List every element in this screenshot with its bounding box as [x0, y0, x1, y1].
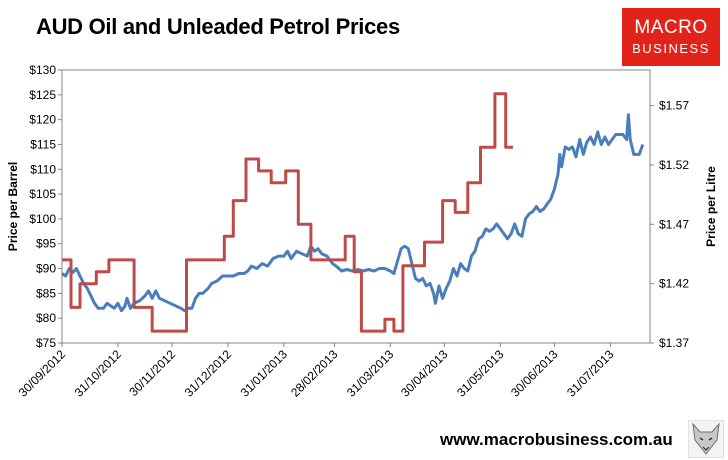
x-tick-label: 30/04/2013: [398, 347, 451, 400]
logo-line-1: MACRO: [634, 17, 708, 38]
x-tick-label: 31/05/2013: [454, 347, 507, 400]
chart-title: AUD Oil and Unleaded Petrol Prices: [36, 14, 400, 39]
x-tick-label: 31/12/2012: [182, 347, 235, 400]
y-tick-label: $95: [36, 237, 56, 251]
y-tick-label: $105: [29, 187, 56, 201]
y-tick-label: $125: [29, 88, 56, 102]
chart-axes: [58, 69, 654, 347]
macro-business-logo: MACRO BUSINESS: [622, 8, 720, 66]
x-tick-label: 31/07/2013: [564, 347, 617, 400]
petrol-price-line: [62, 92, 513, 333]
y2-tick-label: $1.52: [659, 158, 689, 172]
x-tick-label: 31/10/2012: [72, 347, 125, 400]
y2-axis-title: Price per Litre: [704, 166, 718, 247]
y-tick-label: $80: [36, 311, 56, 325]
y2-tick-label: $1.57: [659, 99, 689, 113]
logo-line-2: BUSINESS: [632, 41, 710, 56]
y-tick-label: $110: [30, 162, 56, 176]
y2-tick-label: $1.42: [659, 277, 689, 291]
x-tick-label: 31/03/2013: [344, 347, 397, 400]
y-tick-label: $85: [36, 286, 56, 300]
y-tick-label: $130: [29, 63, 56, 77]
y-tick-label: $100: [29, 212, 56, 226]
wolf-mascot-icon: [688, 420, 724, 458]
x-tick-label: 28/02/2013: [288, 347, 341, 400]
chart-labels: $75 $80 $85 $90 $95 $100 $105 $110 $115 $120 $125 $…: [6, 63, 718, 400]
y-tick-label: $120: [29, 113, 56, 127]
y-tick-label: $75: [36, 336, 56, 350]
y2-tick-label: $1.47: [659, 217, 689, 231]
site-url: www.macrobusiness.com.au: [440, 430, 673, 449]
x-tick-label: 30/11/2012: [126, 347, 178, 399]
x-tick-label: 31/01/2013: [238, 347, 291, 400]
x-tick-label: 30/09/2012: [16, 347, 69, 400]
x-tick-label: 30/06/2013: [508, 347, 561, 400]
oil-price-line: [61, 113, 645, 313]
y-tick-label: $115: [30, 137, 56, 151]
plot-area-border: [61, 69, 651, 344]
chart-series: [61, 92, 645, 333]
y-axis-title: Price per Barrel: [6, 162, 20, 251]
y2-tick-label: $1.37: [659, 336, 689, 350]
y-tick-label: $90: [36, 262, 56, 276]
